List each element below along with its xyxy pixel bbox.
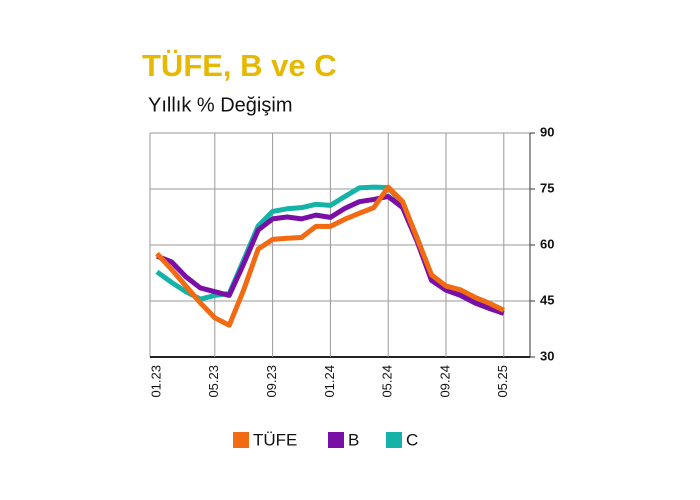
x-tick-label: 05.23 (206, 365, 221, 398)
legend-label: TÜFE (253, 430, 297, 449)
legend-swatch (233, 432, 249, 448)
chart-subtitle: Yıllık % Değişim (148, 94, 292, 116)
y-tick-label: 75 (540, 180, 554, 195)
x-tick-label: 09.24 (437, 365, 452, 398)
y-tick-label: 45 (540, 292, 554, 307)
legend-label: C (406, 430, 418, 449)
chart-title: TÜFE, B ve C (142, 48, 337, 83)
x-tick-label: 05.25 (495, 365, 510, 398)
y-tick-label: 60 (540, 236, 554, 251)
x-tick-label: 01.24 (322, 365, 337, 398)
legend-swatch (328, 432, 344, 448)
legend-label: B (348, 430, 359, 449)
y-tick-label: 90 (540, 124, 554, 139)
legend-swatch (386, 432, 402, 448)
y-tick-label: 30 (540, 348, 554, 363)
x-tick-label: 05.24 (380, 365, 395, 398)
x-tick-label: 09.23 (264, 365, 279, 398)
series-line (156, 193, 505, 316)
series-line (155, 184, 505, 328)
x-tick-label: 01.23 (148, 365, 163, 398)
